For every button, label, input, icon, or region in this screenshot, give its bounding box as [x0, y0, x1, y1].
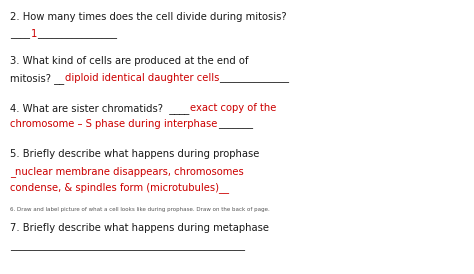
- Text: 1: 1: [30, 29, 37, 39]
- Text: 4. What are sister chromatids?  ____: 4. What are sister chromatids? ____: [10, 103, 190, 114]
- Text: mitosis? __: mitosis? __: [10, 73, 64, 84]
- Text: _nuclear membrane disappears, chromosomes: _nuclear membrane disappears, chromosome…: [10, 166, 244, 177]
- Text: ____: ____: [10, 29, 30, 39]
- Text: diploid identical daughter cells: diploid identical daughter cells: [64, 73, 219, 82]
- Text: _______: _______: [218, 119, 253, 129]
- Text: exact copy of the: exact copy of the: [190, 103, 276, 113]
- Text: 2. How many times does the cell divide during mitosis?: 2. How many times does the cell divide d…: [10, 12, 287, 22]
- Text: 6. Draw and label picture of what a cell looks like during prophase. Draw on the: 6. Draw and label picture of what a cell…: [10, 207, 270, 212]
- Text: chromosome – S phase during interphase: chromosome – S phase during interphase: [10, 119, 218, 129]
- Text: ______________: ______________: [219, 73, 289, 82]
- Text: 5. Briefly describe what happens during prophase: 5. Briefly describe what happens during …: [10, 149, 260, 159]
- Text: condense, & spindles form (microtubules)__: condense, & spindles form (microtubules)…: [10, 182, 229, 193]
- Text: 3. What kind of cells are produced at the end of: 3. What kind of cells are produced at th…: [10, 56, 249, 66]
- Text: _______________________________________________: ________________________________________…: [10, 241, 246, 251]
- Text: 7. Briefly describe what happens during metaphase: 7. Briefly describe what happens during …: [10, 223, 269, 233]
- Text: ________________: ________________: [37, 29, 117, 39]
